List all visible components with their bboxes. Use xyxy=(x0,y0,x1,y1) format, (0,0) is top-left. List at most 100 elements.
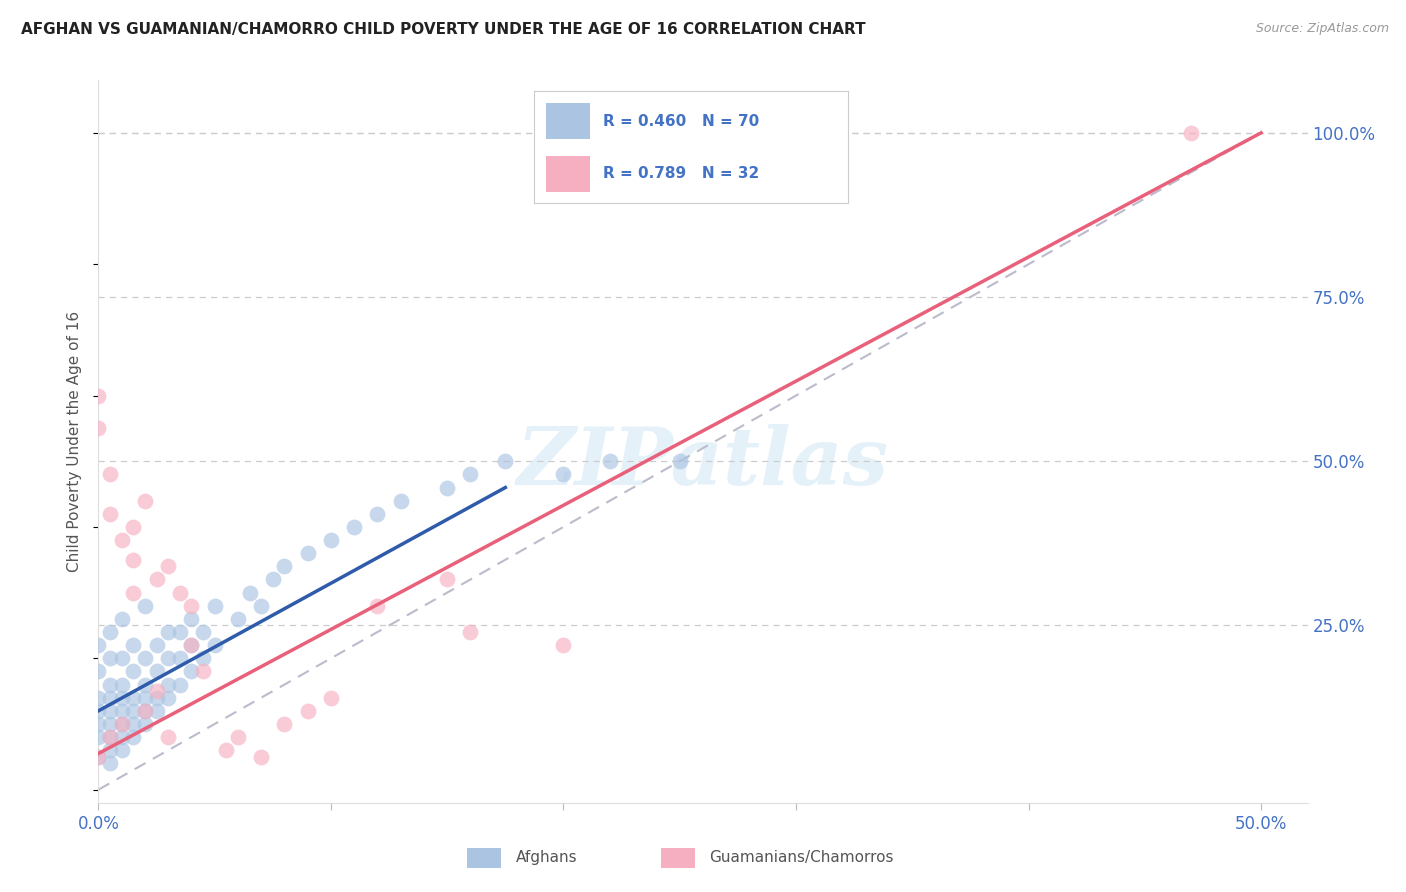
Point xyxy=(145,573,167,587)
Point xyxy=(122,553,145,567)
Point xyxy=(262,573,284,587)
Point xyxy=(343,520,366,534)
Text: Guamanians/Chamorros: Guamanians/Chamorros xyxy=(709,850,894,865)
Point xyxy=(180,599,202,613)
Point xyxy=(98,743,121,757)
Point xyxy=(157,730,180,744)
Point xyxy=(145,704,167,718)
Point xyxy=(250,749,273,764)
Point xyxy=(169,585,191,599)
Point xyxy=(98,704,121,718)
Text: Source: ZipAtlas.com: Source: ZipAtlas.com xyxy=(1256,22,1389,36)
Point xyxy=(226,612,249,626)
Point xyxy=(145,665,167,679)
Point xyxy=(389,493,412,508)
Point xyxy=(239,585,262,599)
Point xyxy=(111,704,134,718)
Point xyxy=(122,717,145,731)
Point xyxy=(98,467,121,482)
Point xyxy=(111,717,134,731)
Point xyxy=(191,665,214,679)
Point xyxy=(169,625,191,640)
Point xyxy=(122,520,145,534)
Point xyxy=(319,690,342,705)
Point xyxy=(98,717,121,731)
Point xyxy=(319,533,342,547)
Point xyxy=(87,749,110,764)
Point xyxy=(553,638,575,652)
Point xyxy=(180,665,202,679)
Point xyxy=(180,638,202,652)
Point xyxy=(134,717,156,731)
Point xyxy=(111,743,134,757)
Point xyxy=(122,585,145,599)
Point xyxy=(157,559,180,574)
Point xyxy=(134,690,156,705)
Point xyxy=(122,704,145,718)
Point xyxy=(111,677,134,691)
Point xyxy=(87,665,110,679)
Point xyxy=(145,690,167,705)
Point xyxy=(460,467,482,482)
Point xyxy=(191,625,214,640)
Point xyxy=(87,638,110,652)
Point xyxy=(250,599,273,613)
Point xyxy=(87,421,110,435)
Bar xyxy=(467,847,501,868)
Point xyxy=(366,599,388,613)
Point xyxy=(134,651,156,665)
Point xyxy=(111,651,134,665)
Point xyxy=(122,638,145,652)
Text: Afghans: Afghans xyxy=(516,850,578,865)
Point xyxy=(111,690,134,705)
Point xyxy=(98,677,121,691)
Point xyxy=(98,507,121,521)
Text: ZIPatlas: ZIPatlas xyxy=(517,425,889,502)
Point xyxy=(87,704,110,718)
Point xyxy=(111,533,134,547)
Point xyxy=(204,599,226,613)
Point xyxy=(204,638,226,652)
Point xyxy=(226,730,249,744)
Point xyxy=(111,612,134,626)
Point xyxy=(98,651,121,665)
Point xyxy=(157,690,180,705)
Point xyxy=(87,690,110,705)
Point xyxy=(1180,126,1202,140)
Point xyxy=(169,651,191,665)
Point xyxy=(180,638,202,652)
Point xyxy=(145,638,167,652)
Point xyxy=(122,730,145,744)
Point xyxy=(366,507,388,521)
Point xyxy=(157,625,180,640)
Point xyxy=(134,704,156,718)
Point xyxy=(436,573,458,587)
Bar xyxy=(661,847,695,868)
Point xyxy=(98,730,121,744)
Point xyxy=(215,743,238,757)
Point xyxy=(273,717,295,731)
Point xyxy=(494,454,516,468)
Point xyxy=(98,625,121,640)
Point xyxy=(98,690,121,705)
Point xyxy=(157,651,180,665)
Point xyxy=(145,684,167,698)
Point xyxy=(122,690,145,705)
Point xyxy=(191,651,214,665)
Point xyxy=(599,454,621,468)
Point xyxy=(111,717,134,731)
Text: AFGHAN VS GUAMANIAN/CHAMORRO CHILD POVERTY UNDER THE AGE OF 16 CORRELATION CHART: AFGHAN VS GUAMANIAN/CHAMORRO CHILD POVER… xyxy=(21,22,866,37)
Point xyxy=(87,749,110,764)
Point xyxy=(87,388,110,402)
Point xyxy=(553,467,575,482)
Point xyxy=(169,677,191,691)
Point xyxy=(273,559,295,574)
Point xyxy=(98,730,121,744)
Point xyxy=(297,704,319,718)
Point xyxy=(180,612,202,626)
Point xyxy=(157,677,180,691)
Point xyxy=(668,454,690,468)
Point xyxy=(436,481,458,495)
Point xyxy=(122,665,145,679)
Point xyxy=(98,756,121,771)
